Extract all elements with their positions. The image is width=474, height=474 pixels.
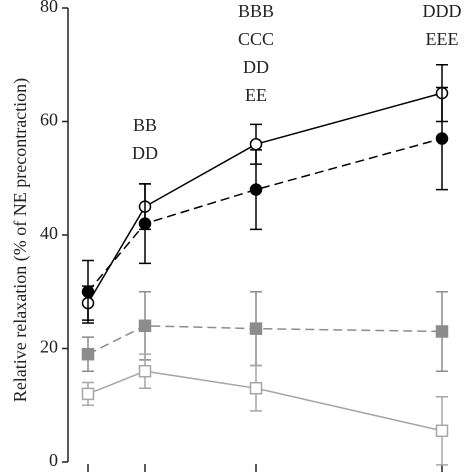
marker <box>81 387 95 401</box>
y-tick-label: 0 <box>49 450 58 470</box>
y-tick-label: 20 <box>40 337 58 357</box>
annotation: EE <box>245 85 267 105</box>
marker <box>249 322 263 335</box>
annotation: CCC <box>238 29 274 49</box>
y-tick-label: 60 <box>40 110 58 130</box>
marker <box>249 183 263 196</box>
annotation: DD <box>243 57 269 77</box>
marker <box>138 364 152 378</box>
annotation: DDD <box>423 1 462 21</box>
y-axis-label: Relative relaxation (% of NE precontract… <box>10 78 31 402</box>
y-tick-label: 40 <box>40 223 58 243</box>
marker <box>81 285 95 298</box>
marker <box>249 137 263 151</box>
marker <box>81 347 95 361</box>
series-line <box>87 92 443 304</box>
marker <box>138 319 152 333</box>
series-line <box>87 325 443 355</box>
marker <box>435 325 449 338</box>
annotation: BBB <box>238 1 274 21</box>
y-tick-label: 80 <box>40 0 58 16</box>
series-line <box>87 370 443 432</box>
marker <box>138 217 152 230</box>
marker <box>249 381 263 395</box>
marker <box>435 132 449 145</box>
series-line <box>87 137 443 293</box>
annotation: EEE <box>426 29 459 49</box>
annotation: DD <box>132 143 158 163</box>
marker <box>435 424 449 438</box>
annotation: BB <box>133 115 157 135</box>
